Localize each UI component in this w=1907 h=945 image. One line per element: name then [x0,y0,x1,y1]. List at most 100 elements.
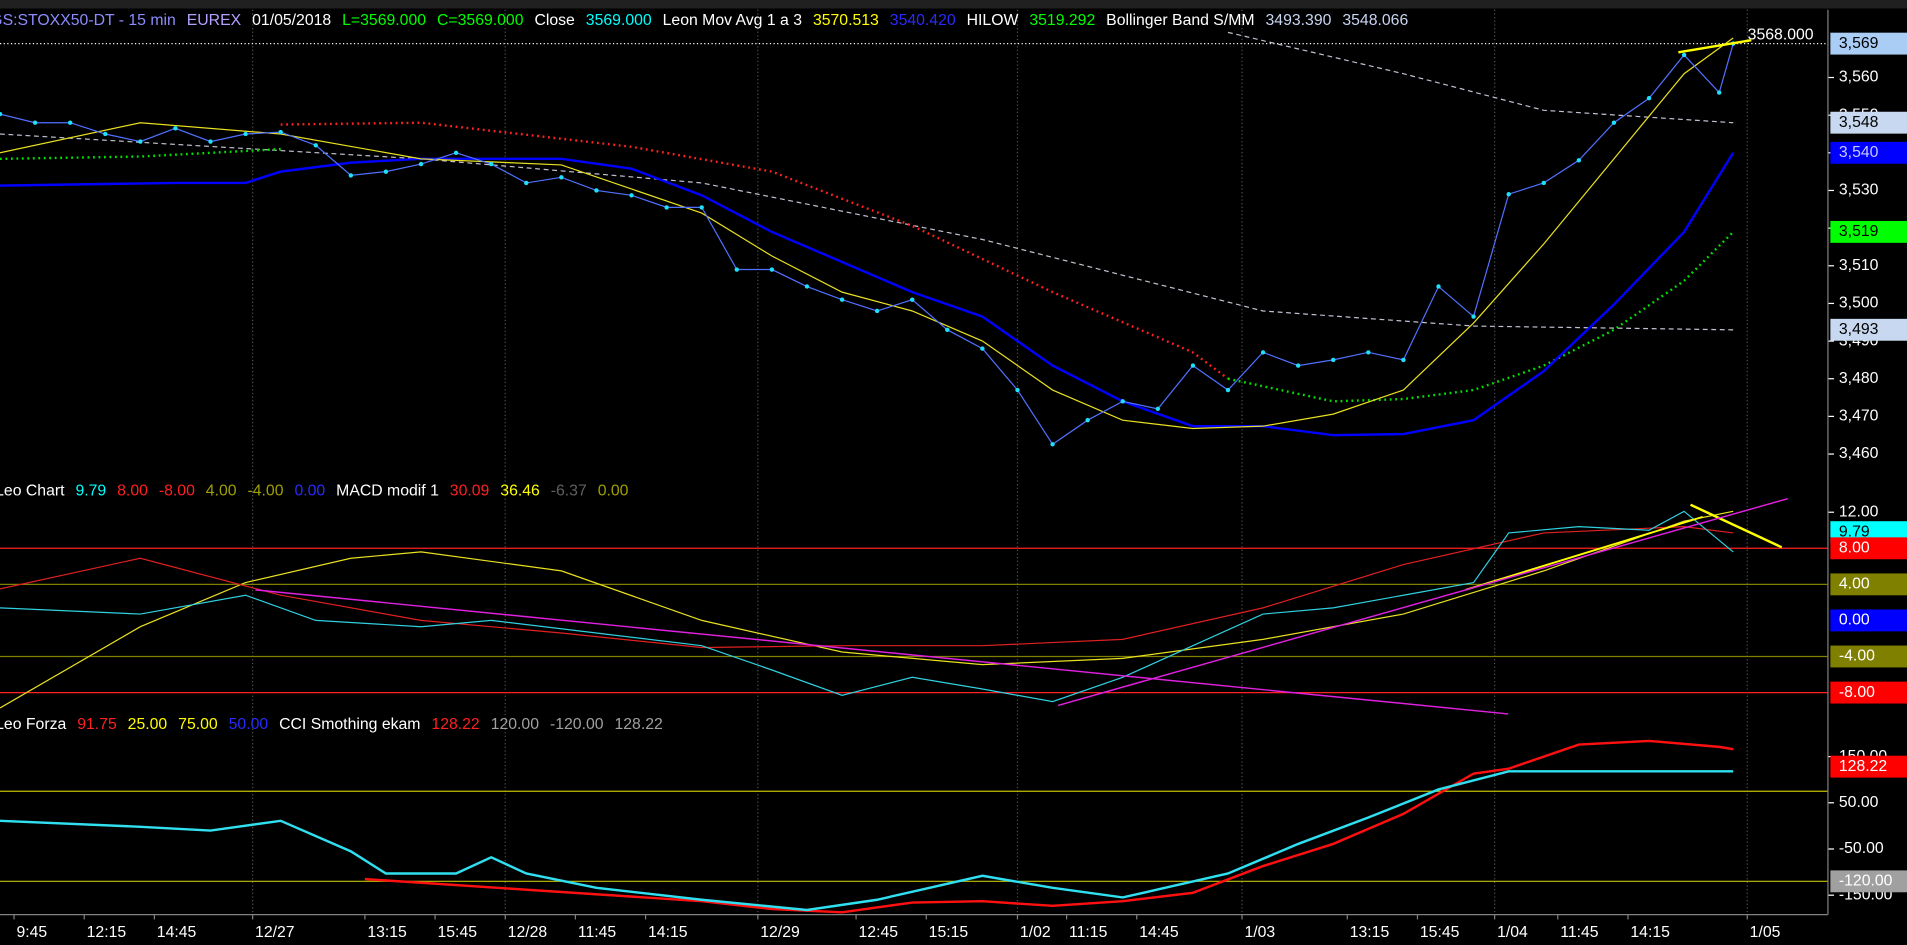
x-tick-label: 11:15 [1069,924,1108,941]
legend-item: 0.00 [598,483,629,500]
price-tag-label: 3,493 [1839,321,1879,338]
price-tag-label: 3,569 [1839,35,1879,52]
legend-item: 36.46 [500,483,540,500]
price-tag-label: -8.00 [1839,684,1875,701]
x-tick-label: 12/27 [255,924,295,941]
price-tag-label: 3,540 [1839,144,1879,161]
legend-item: HILOW [967,12,1019,29]
series-line [0,510,1734,703]
price-tag-label: 0.00 [1839,612,1870,629]
series-line [0,770,1734,912]
legend-item: Leo Forza [0,716,66,733]
price-point [453,150,459,156]
legend-item: -8.00 [159,483,195,500]
legend-item: 3493.390 [1266,12,1332,29]
legend-item: 3548.066 [1342,12,1408,29]
legend-item: Bollinger Band S/MM [1106,12,1254,29]
price-point [173,126,178,131]
x-tick-label: 13:15 [1350,924,1390,941]
price-point [1576,158,1582,163]
price-point [313,143,318,148]
legend-item: 120.00 [491,716,540,733]
x-tick-label: 1/03 [1244,924,1275,941]
price-tag-label: -4.00 [1839,648,1875,665]
price-point [278,129,283,135]
legend-item: 0.00 [294,483,325,500]
y-tick-label: 3,510 [1839,257,1879,274]
price-point [874,308,880,314]
price-tag [1830,870,1907,893]
price-tag [1830,111,1907,134]
trend-line [1057,497,1789,707]
price-point [1015,387,1020,393]
price-point [1681,52,1687,58]
x-tick-label: 11:45 [1560,924,1599,941]
price-tag [1830,537,1907,560]
price-point [1155,406,1161,412]
price-tag-label: 8.00 [1839,539,1870,556]
x-tick-label: 13:15 [367,924,407,941]
x-tick-label: 15:45 [1420,924,1460,941]
y-tick-label: 3,480 [1839,370,1879,387]
x-tick-label: 14:15 [648,924,688,941]
price-tag-label: 9.79 [1839,523,1870,540]
x-tick-label: 1/02 [1020,924,1051,941]
legend-item: 128.22 [431,716,479,733]
price-point [1050,442,1055,447]
legend-item: MACD modif 1 [336,483,439,500]
x-tick-label: 1/04 [1497,924,1528,941]
price-point [1471,314,1476,319]
legend-item: EUREX [187,12,242,29]
price-point [769,267,775,272]
series-line [364,739,1734,914]
legend-item: L=3569.000 [342,12,426,29]
legend-item: 75.00 [178,716,218,733]
legend-item: Leo Chart [0,483,65,500]
price-point [945,327,950,332]
legend-item: Close [534,12,575,29]
legend-item: 30.09 [450,483,490,500]
price-point [524,180,529,186]
series-line [1227,31,1734,124]
legend-item: C=3569.000 [437,12,524,29]
x-tick-label: 12:15 [87,924,127,941]
price-point [67,120,73,125]
price-point [664,205,669,210]
legend-item: GS:STOXX50-DT - 15 min [0,12,176,29]
price-tag-label: 3,548 [1839,114,1879,131]
plot-layer: 9:45 12:15 14:45 12/27 13:15 15:45 12/28 11:45 1… [0,9,1907,941]
trend-line [1465,516,1703,591]
price-tag-label: 4.00 [1839,576,1870,593]
price-point [1331,357,1336,363]
x-tick-label: 15:15 [929,924,969,941]
y-tick-label: 50.00 [1839,794,1879,811]
price-point [348,173,354,178]
series-line [1227,231,1735,403]
price-point [1190,363,1196,368]
price-point [839,297,845,302]
price-tag-label: -120.00 [1839,872,1893,889]
legend-item: 9.79 [75,483,106,500]
price-point [383,169,389,174]
price-point [594,188,599,193]
price-point [1611,120,1617,125]
price-point [1646,96,1652,101]
price-point [734,267,739,272]
price-tag [1830,609,1907,632]
x-tick-label: 12:45 [859,924,899,941]
legend-item: 01/05/2018 [252,12,331,29]
price-tag [1830,318,1907,341]
price-point [418,161,424,167]
legend-item: 3540.420 [890,12,956,29]
y-tick-label: 3,460 [1839,445,1879,462]
y-tick-label: -50.00 [1839,840,1884,857]
price-point [1401,357,1406,363]
x-tick-label: 14:15 [1630,924,1670,941]
trend-line [1690,503,1783,549]
price-point [489,161,494,167]
x-tick-label: 12/28 [508,924,548,941]
price-tag [1830,573,1907,596]
series-line [0,526,1734,649]
